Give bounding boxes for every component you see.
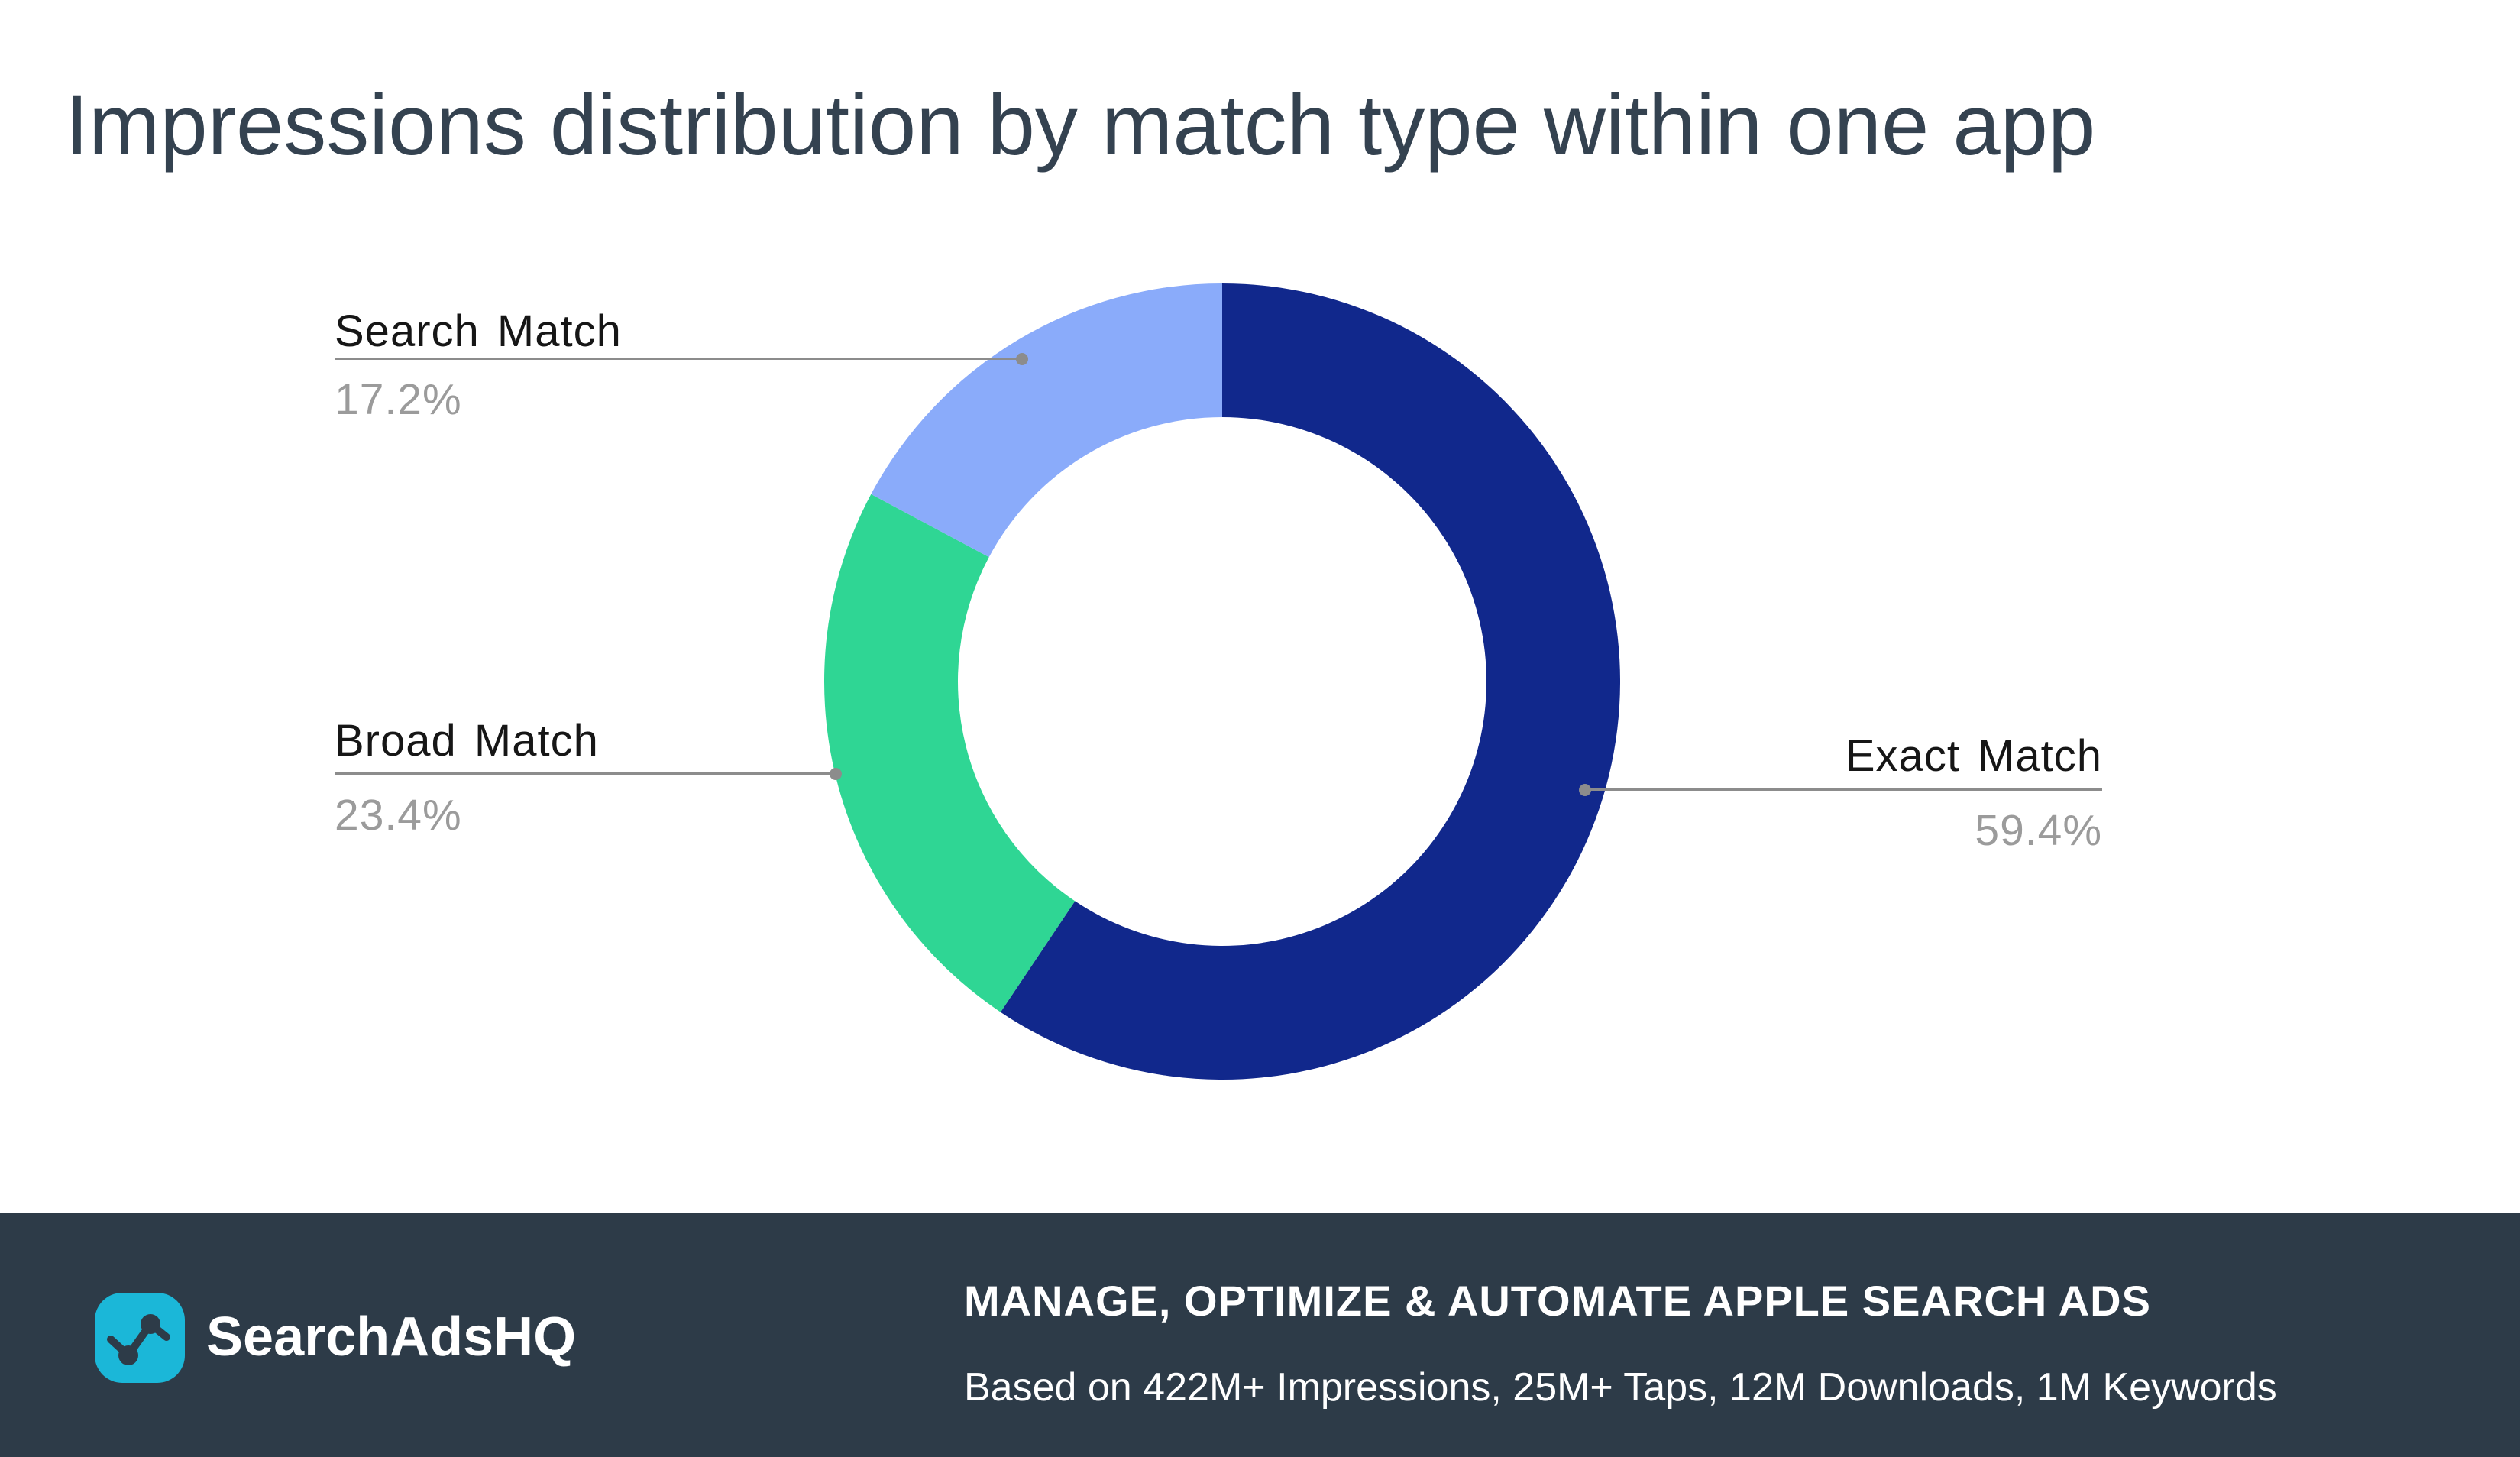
callout-exact-match-percent: 59.4% xyxy=(1975,806,2102,855)
callout-exact-match-label: Exact Match xyxy=(1845,731,2102,781)
callout-search-match-percent: 17.2% xyxy=(335,375,462,424)
callout-search-match-leader-dot xyxy=(1016,353,1028,365)
callout-search-match-label: Search Match xyxy=(335,306,622,356)
callout-search-match-leader-line xyxy=(335,358,1022,360)
callout-exact-match-leader-dot xyxy=(1579,784,1591,796)
searchadshq-logo xyxy=(95,1293,185,1383)
line-chart-icon xyxy=(107,1314,170,1365)
footer-subline: Based on 422M+ Impressions, 25M+ Taps, 1… xyxy=(964,1365,2277,1410)
donut-chart xyxy=(824,283,1620,1080)
slice-broad-match xyxy=(824,494,1076,1012)
callout-broad-match-percent: 23.4% xyxy=(335,791,462,840)
brand-name: SearchAdsHQ xyxy=(206,1306,577,1368)
callout-broad-match-leader-dot xyxy=(830,768,842,780)
callout-broad-match-leader-line xyxy=(335,772,836,775)
footer-band: SearchAdsHQ xyxy=(0,1213,2520,1457)
callout-exact-match-leader-line xyxy=(1585,788,2102,791)
page-title: Impressions distribution by match type w… xyxy=(65,77,2096,173)
footer-headline: MANAGE, OPTIMIZE & AUTOMATE APPLE SEARCH… xyxy=(964,1277,2151,1325)
callout-broad-match-label: Broad Match xyxy=(335,716,599,766)
slice-exact-match xyxy=(1000,283,1620,1080)
slice-search-match xyxy=(871,283,1222,558)
